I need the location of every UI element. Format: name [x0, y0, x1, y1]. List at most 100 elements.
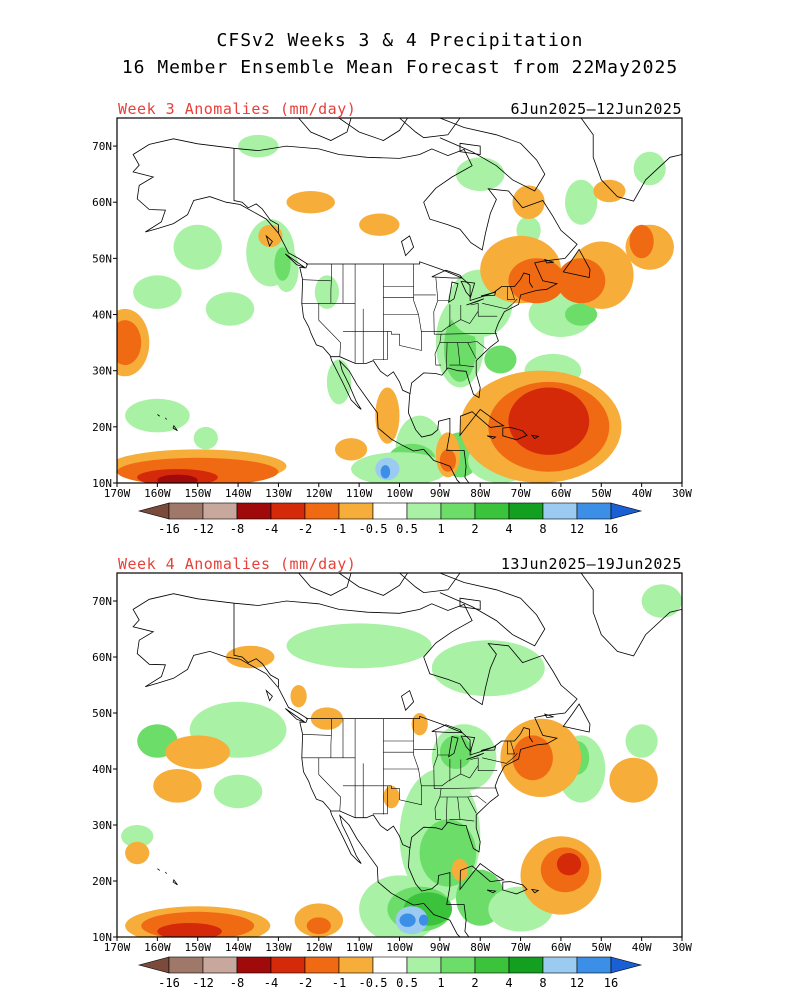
- state-border: [470, 757, 479, 760]
- lake: [460, 735, 476, 753]
- lat-tick-label: 40N: [92, 309, 112, 322]
- island: [298, 118, 352, 141]
- state-border: [459, 364, 475, 368]
- lat-tick-label: 60N: [92, 651, 112, 664]
- anomaly-area: [335, 438, 368, 461]
- anomaly-area: [133, 275, 182, 309]
- anomaly-area: [464, 280, 497, 337]
- colorbar-label: 12: [570, 976, 584, 990]
- island: [459, 142, 481, 155]
- anomaly-area: [274, 247, 299, 293]
- lon-tick-label: 70W: [511, 487, 531, 500]
- anomaly-area: [117, 457, 279, 483]
- state-border: [449, 796, 461, 820]
- anomaly-area: [593, 179, 626, 203]
- lat-tick-label: 20N: [92, 421, 112, 434]
- anomaly-area: [520, 836, 602, 915]
- anomaly-area: [383, 785, 400, 809]
- state-border: [302, 279, 331, 282]
- colorbar-label: -8: [230, 522, 244, 536]
- anomaly-area: [137, 724, 178, 758]
- island: [459, 597, 481, 610]
- colorbar-label: -12: [192, 522, 214, 536]
- anomaly-area: [375, 457, 400, 481]
- anomaly-area: [431, 724, 497, 792]
- lon-tick-label: 30W: [672, 487, 692, 500]
- anomaly-area: [629, 224, 654, 259]
- week4-date-range: 13Jun2025–19Jun2025: [500, 555, 682, 573]
- anomaly-area: [125, 841, 150, 865]
- anomaly-area: [451, 858, 469, 881]
- colorbar-label: -4: [264, 522, 278, 536]
- lon-tick-label: 160W: [144, 487, 171, 500]
- colorbar-label: 4: [505, 976, 512, 990]
- lat-tick-label: 30N: [92, 365, 112, 378]
- island: [265, 689, 273, 702]
- anomaly-area: [565, 741, 590, 775]
- anomaly-area: [512, 735, 553, 781]
- state-border: [433, 754, 442, 820]
- anomaly-area: [157, 923, 222, 937]
- lon-tick-label: 50W: [591, 487, 611, 500]
- colorbar-swatch: [202, 956, 238, 974]
- anomaly-area: [387, 886, 453, 932]
- anomaly-area: [633, 151, 666, 186]
- national-border: [305, 715, 534, 756]
- lon-tick-label: 150W: [184, 941, 211, 954]
- island: [265, 234, 273, 247]
- week3-date-range: 6Jun2025–12Jun2025: [510, 100, 682, 118]
- national-border: [233, 148, 279, 233]
- colorbar-label: -4: [264, 976, 278, 990]
- state-border: [446, 796, 448, 824]
- lat-tick-label: 60N: [92, 196, 112, 209]
- state-border: [421, 765, 479, 787]
- island: [502, 426, 528, 441]
- anomaly-area: [351, 452, 448, 483]
- state-border: [467, 796, 477, 814]
- lon-tick-label: 140W: [225, 487, 252, 500]
- lon-tick-label: 130W: [265, 941, 292, 954]
- week4-anomaly-field: [121, 584, 682, 937]
- anomaly-area: [508, 258, 565, 304]
- state-border: [441, 333, 497, 335]
- lat-tick-label: 10N: [92, 931, 112, 944]
- coastline: [132, 138, 578, 483]
- lon-tick-label: 30W: [672, 941, 692, 954]
- colorbar-swatch: [440, 956, 476, 974]
- anomaly-area: [565, 303, 598, 326]
- colorbar-label: -0.5: [359, 522, 388, 536]
- anomaly-area: [125, 906, 271, 937]
- island: [530, 888, 540, 894]
- state-border: [467, 342, 477, 360]
- lake: [448, 281, 459, 304]
- anomaly-area: [456, 157, 505, 191]
- anomaly-area: [157, 474, 198, 483]
- colorbar-swatch: [542, 956, 578, 974]
- lat-tick-label: 20N: [92, 875, 112, 888]
- colorbar-swatch: [270, 502, 306, 520]
- anomaly-area: [153, 769, 202, 803]
- greenland-coast: [527, 118, 682, 202]
- week3-lat-axis: 10N 20N 30N 40N 50N 60N 70N: [92, 140, 117, 490]
- state-border: [482, 753, 518, 764]
- state-border: [372, 785, 388, 815]
- lat-tick-label: 50N: [92, 252, 112, 265]
- colorbar-swatch: [338, 502, 374, 520]
- anomaly-area: [556, 853, 582, 876]
- anomaly-area: [226, 645, 275, 669]
- colorbar-label: 0.5: [396, 522, 418, 536]
- lon-tick-label: 110W: [346, 941, 373, 954]
- state-border: [318, 757, 341, 812]
- colorbar-swatch: [474, 502, 510, 520]
- anomaly-area: [500, 718, 582, 797]
- island: [285, 253, 305, 268]
- state-border: [459, 819, 475, 822]
- colorbar-swatch: [338, 956, 374, 974]
- anomaly-area: [205, 292, 255, 326]
- anomaly-area: [314, 275, 339, 309]
- colorbar-label: -16: [158, 976, 180, 990]
- anomaly-area: [403, 892, 452, 926]
- island: [459, 863, 505, 891]
- anomaly-area: [447, 269, 513, 337]
- anomaly-area: [137, 469, 218, 483]
